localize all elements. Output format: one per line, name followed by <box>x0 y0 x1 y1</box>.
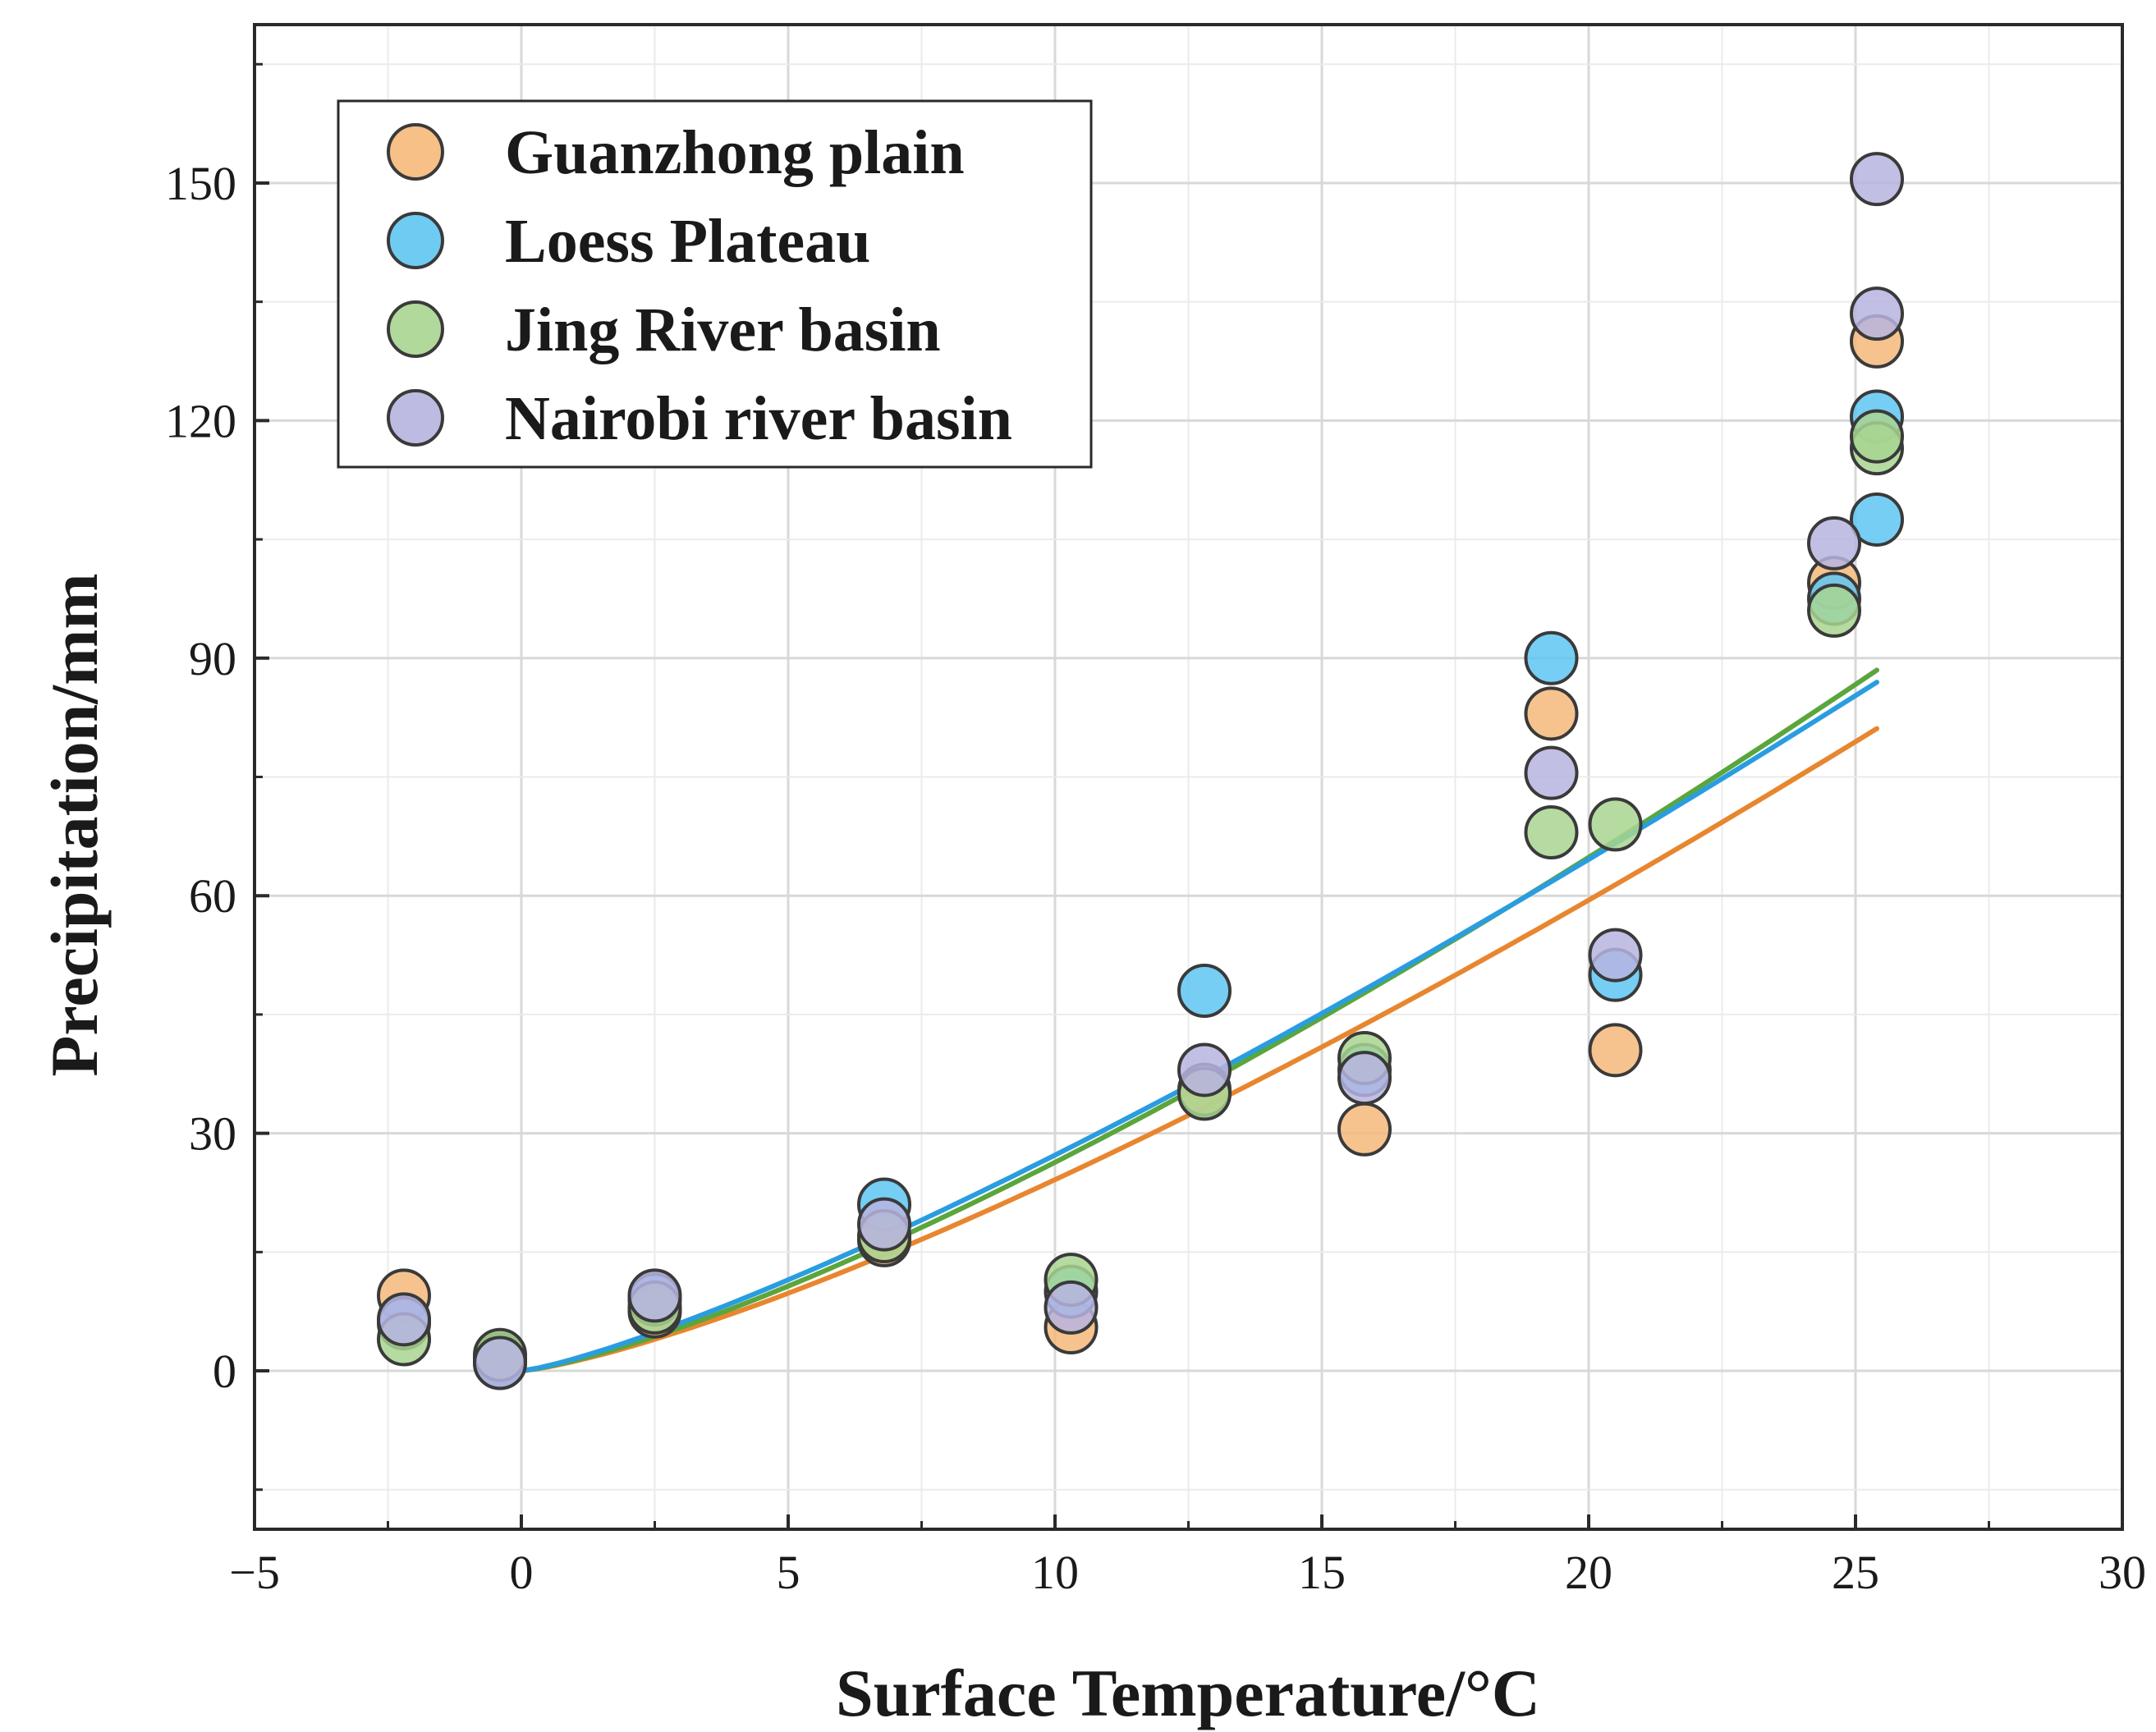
x-tick-label: 0 <box>510 1546 534 1599</box>
fit-line <box>519 680 1879 1374</box>
data-point <box>1850 286 1904 341</box>
fit-line <box>519 667 1879 1374</box>
data-point <box>857 1197 911 1252</box>
y-tick-label: 120 <box>165 394 236 447</box>
x-tick-label: 15 <box>1298 1546 1346 1599</box>
plot-frame <box>253 23 2124 1531</box>
x-tick-label: 10 <box>1031 1546 1079 1599</box>
legend-label: Jing River basin <box>505 296 941 364</box>
legend-label: Nairobi river basin <box>505 384 1012 453</box>
y-axis-title: Precipitation/mm <box>37 573 112 1076</box>
data-point <box>1524 630 1579 685</box>
legend-label: Guanzhong plain <box>505 118 965 187</box>
data-point <box>1177 1042 1232 1097</box>
y-tick-labels: 0 30 60 90 120 150 <box>165 157 236 1398</box>
y-tick-label: 90 <box>189 632 236 685</box>
data-point <box>1524 686 1579 741</box>
data-point <box>473 1336 527 1391</box>
data-points <box>377 152 1904 1391</box>
y-tick-label: 60 <box>189 869 236 923</box>
data-point <box>1337 1102 1392 1157</box>
x-tick-label: −5 <box>229 1546 280 1599</box>
x-tick-label: 20 <box>1565 1546 1612 1599</box>
data-point <box>1807 515 1861 570</box>
y-tick-label: 30 <box>189 1107 236 1161</box>
x-tick-label: 30 <box>2099 1546 2146 1599</box>
data-point <box>1588 928 1643 983</box>
data-point <box>1850 492 1904 547</box>
legend: Guanzhong plain Loess Plateau Jing River b… <box>337 99 1093 469</box>
data-point <box>1524 745 1579 800</box>
y-tick-label: 0 <box>213 1345 236 1398</box>
data-point <box>1044 1280 1099 1335</box>
y-tick-label: 150 <box>165 157 236 210</box>
fit-lines <box>519 667 1879 1374</box>
x-tick-label: 5 <box>777 1546 800 1599</box>
legend-marker <box>387 123 444 181</box>
data-point <box>1850 152 1904 207</box>
legend-box <box>337 99 1093 469</box>
data-point <box>377 1292 431 1347</box>
legend-label: Loess Plateau <box>505 207 870 276</box>
legend-marker <box>387 389 444 447</box>
x-tick-labels: −5 0 5 10 15 20 25 30 <box>229 1546 2146 1599</box>
legend-marker <box>387 212 444 269</box>
data-point <box>1850 409 1904 464</box>
data-point <box>1337 1051 1392 1106</box>
data-point <box>1588 1023 1643 1078</box>
legend-marker <box>387 300 444 358</box>
data-point <box>627 1268 682 1323</box>
x-axis-title: Surface Temperature/°C <box>836 1656 1540 1730</box>
data-point <box>1524 805 1579 860</box>
data-point <box>1588 797 1643 852</box>
data-point <box>1177 963 1232 1018</box>
x-tick-label: 25 <box>1832 1546 1879 1599</box>
data-point <box>1807 583 1861 638</box>
